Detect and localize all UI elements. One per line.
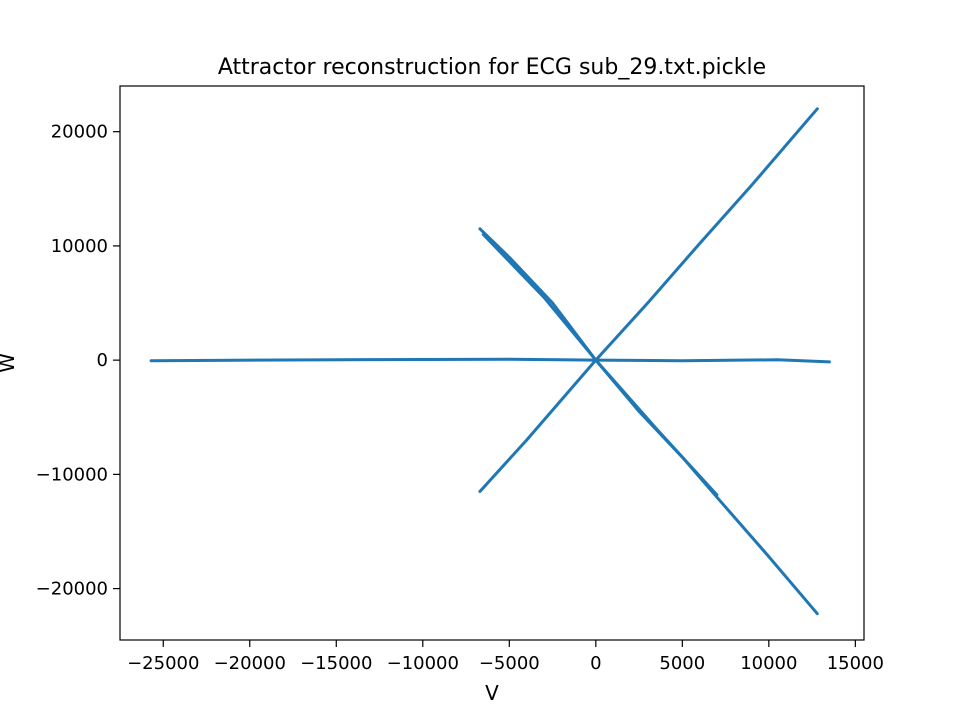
- series-line-segment: [481, 233, 719, 497]
- x-tick-label: 0: [590, 653, 601, 674]
- y-axis-ticks: −20000 −10000 0 10000 20000: [36, 122, 120, 600]
- x-tick-label: −5000: [479, 653, 540, 674]
- x-axis-ticks: −25000 −20000 −15000 −10000 −5000 0 5000 10000 1…: [127, 640, 884, 674]
- x-tick-label: 15000: [827, 653, 884, 674]
- plot-frame: [119, 85, 865, 641]
- x-tick-label: −15000: [300, 653, 372, 674]
- series-line-segment: [478, 227, 819, 616]
- series-line-segment: [149, 357, 831, 364]
- y-tick-label: −10000: [36, 464, 108, 485]
- y-tick-label: 10000: [51, 236, 108, 257]
- y-tick-label: −20000: [36, 579, 108, 600]
- plot-lines: [149, 107, 831, 616]
- y-tick-label: 0: [97, 350, 108, 371]
- x-axis-label: V: [485, 681, 499, 705]
- x-tick-label: −25000: [127, 653, 199, 674]
- x-tick-label: −20000: [214, 653, 286, 674]
- x-tick-label: 5000: [659, 653, 705, 674]
- chart-title: Attractor reconstruction for ECG sub_29.…: [218, 55, 766, 80]
- y-tick-label: 20000: [51, 122, 108, 143]
- x-tick-label: 10000: [740, 653, 797, 674]
- x-tick-label: −10000: [387, 653, 459, 674]
- y-axis-label: W: [0, 353, 19, 373]
- series-line-segment: [478, 107, 819, 493]
